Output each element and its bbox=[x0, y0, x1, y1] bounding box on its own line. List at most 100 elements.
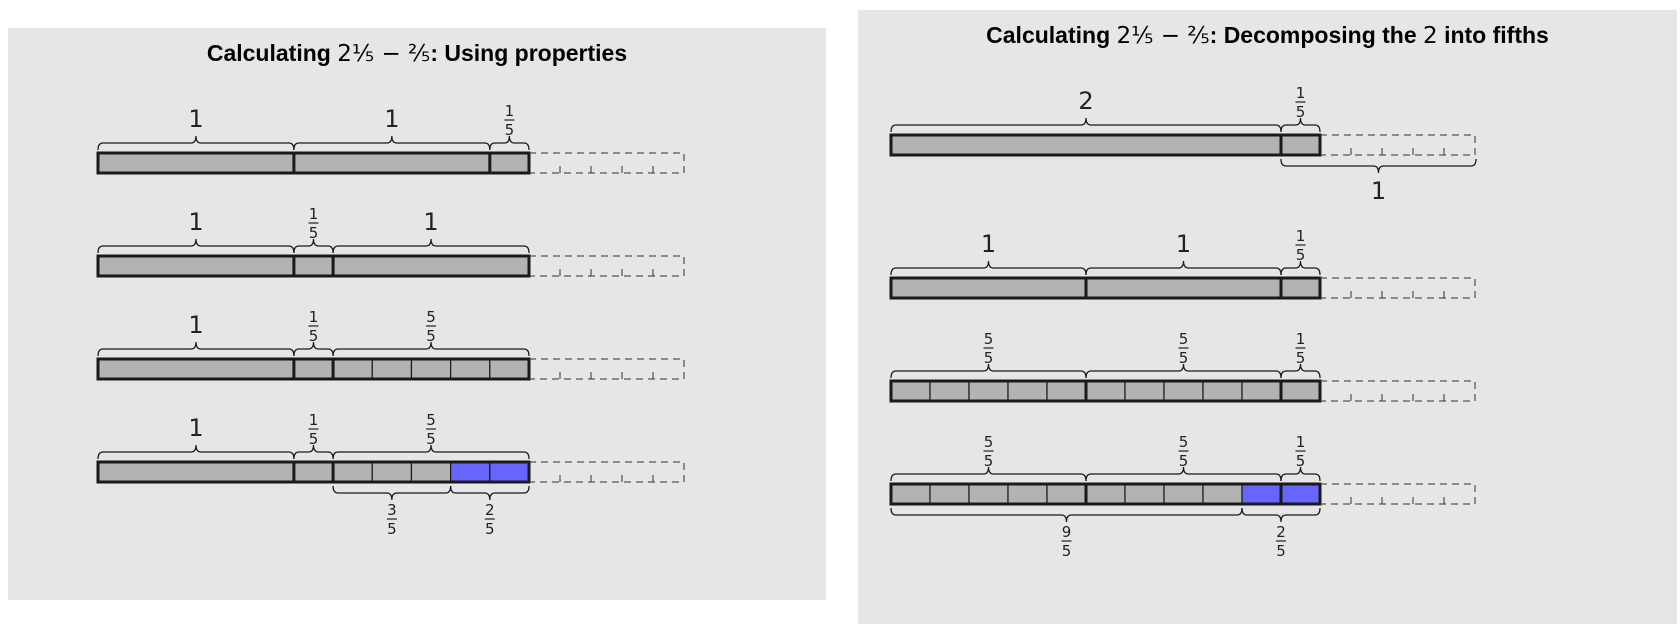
right_panel-row-4-top-brace-1 bbox=[890, 466, 1087, 482]
left_panel-row-4-bottom-brace-1 bbox=[332, 485, 452, 501]
left_panel-row-3-top-label-1: 1 bbox=[188, 311, 203, 339]
bar-cell bbox=[489, 358, 530, 380]
left_panel-row-4-top-label-1-text: 1 bbox=[188, 414, 203, 442]
right_panel-row-4-bottom-label-1-numerator: 9 bbox=[1062, 523, 1072, 541]
left-title-prefix: Calculating bbox=[206, 40, 331, 66]
bar-cell bbox=[1280, 380, 1321, 402]
left_panel-row-4-bottom-label-2-numerator: 2 bbox=[485, 501, 495, 519]
bar-outline bbox=[889, 482, 1322, 506]
dashed-extension bbox=[1320, 277, 1476, 299]
right-title-expression: 2⅕ − ⅖ bbox=[1116, 23, 1210, 49]
right_panel-row-3-top-label-3: 15 bbox=[1295, 330, 1306, 367]
left_panel-row-2-top-brace-3 bbox=[332, 238, 530, 254]
right_panel-row-2-top-label-1-text: 1 bbox=[981, 230, 996, 258]
bar-cell bbox=[890, 483, 931, 505]
bar-cell bbox=[1007, 483, 1048, 505]
bar-cell bbox=[929, 380, 970, 402]
right_panel-row-4-bottom-label-1: 95 bbox=[1061, 523, 1072, 560]
highlighted-cell bbox=[1241, 483, 1282, 505]
left_panel-row-4-bottom-label-2: 25 bbox=[484, 501, 495, 538]
right_panel-row-4-top-label-2-denominator: 5 bbox=[1179, 452, 1189, 470]
left_panel-row-4 bbox=[96, 460, 685, 484]
left_panel-row-3-top-label-1-text: 1 bbox=[188, 311, 203, 339]
right-panel-title: Calculating 2⅕ − ⅖: Decomposing the 2 in… bbox=[858, 22, 1677, 49]
left_panel-row-2-top-label-1: 1 bbox=[188, 208, 203, 236]
right_panel-row-1-top-label-2: 15 bbox=[1295, 84, 1306, 121]
highlighted-cell bbox=[1280, 483, 1321, 505]
bar-cell bbox=[293, 461, 334, 483]
bar-cell bbox=[1280, 277, 1321, 299]
dashed-extension bbox=[1320, 380, 1476, 402]
bar-cell bbox=[890, 134, 1282, 156]
left_panel-row-4-bottom-label-1-denominator: 5 bbox=[387, 520, 397, 538]
right_panel-row-4-top-label-1-denominator: 5 bbox=[984, 452, 994, 470]
bar-cell bbox=[97, 461, 295, 483]
left_panel-row-4-bottom-label-2-denominator: 5 bbox=[485, 520, 495, 538]
right_panel-row-4-top-label-1: 55 bbox=[983, 433, 994, 470]
left-title-suffix: : Using properties bbox=[430, 40, 628, 66]
dashed-extension bbox=[529, 358, 685, 380]
right_panel-row-4-bottom-label-1-denominator: 5 bbox=[1062, 542, 1072, 560]
bar-cell bbox=[332, 358, 373, 380]
left_panel-row-3-top-label-3-numerator: 5 bbox=[426, 308, 436, 326]
bar-cell bbox=[1202, 483, 1243, 505]
bar-cell bbox=[97, 358, 295, 380]
right_panel-row-3-top-brace-2 bbox=[1085, 363, 1282, 379]
right_panel-row-2-top-brace-1 bbox=[890, 260, 1087, 276]
right_panel-row-2-top-label-3-denominator: 5 bbox=[1296, 246, 1306, 264]
right_panel-row-2-top-label-3: 15 bbox=[1295, 227, 1306, 264]
left_panel-row-3-top-brace-3 bbox=[332, 341, 530, 357]
left_panel-row-1-top-label-1-text: 1 bbox=[188, 105, 203, 133]
right_panel-row-4-top-label-3: 15 bbox=[1295, 433, 1306, 470]
dashed-extension bbox=[1320, 483, 1476, 505]
bar-cell bbox=[410, 461, 452, 483]
right_panel-row-2-top-brace-3 bbox=[1280, 260, 1321, 276]
left-title-expression: 2⅕ − ⅖ bbox=[337, 41, 431, 67]
left_panel-row-4-top-brace-2 bbox=[293, 444, 334, 460]
left_panel-row-4-top-label-2-denominator: 5 bbox=[309, 430, 319, 448]
left_panel-row-1-top-label-3-denominator: 5 bbox=[505, 121, 515, 139]
left_panel-row-1-top-brace-1 bbox=[97, 135, 295, 151]
left_panel-row-2 bbox=[96, 254, 685, 278]
left_panel-row-1-top-brace-3 bbox=[489, 135, 530, 151]
right_panel-row-1-bottom-label-1-text: 1 bbox=[1371, 177, 1386, 205]
bar-cell bbox=[332, 255, 530, 277]
bar-cell bbox=[371, 461, 413, 483]
bar-cell bbox=[489, 152, 530, 174]
highlighted-cell bbox=[489, 461, 530, 483]
left_panel-row-1 bbox=[96, 151, 685, 175]
bar-cell bbox=[1124, 483, 1165, 505]
right_panel-row-2-top-label-1: 1 bbox=[981, 230, 996, 258]
right-title-number: 2 bbox=[1423, 23, 1438, 49]
bar-cell bbox=[1085, 277, 1282, 299]
bar-cell bbox=[890, 380, 931, 402]
right_panel-row-4-bottom-label-2: 25 bbox=[1276, 523, 1286, 560]
left-panel-title: Calculating 2⅕ − ⅖: Using properties bbox=[8, 40, 826, 67]
right_panel-row-2-top-label-2-text: 1 bbox=[1176, 230, 1191, 258]
bar-outline bbox=[96, 254, 531, 278]
right_panel-row-3-top-label-2-numerator: 5 bbox=[1179, 330, 1189, 348]
left-panel: Calculating 2⅕ − ⅖: Using properties 1 1 1… bbox=[8, 28, 826, 600]
right-panel: Calculating 2⅕ − ⅖: Decomposing the 2 in… bbox=[858, 10, 1677, 624]
bar-cell bbox=[1085, 483, 1126, 505]
right_panel-row-2 bbox=[889, 276, 1476, 300]
right_panel-row-1-top-label-1: 2 bbox=[1078, 87, 1093, 115]
dashed-extension bbox=[529, 152, 685, 174]
dashed-extension bbox=[529, 461, 685, 483]
right_panel-row-1-top-brace-1 bbox=[890, 117, 1282, 133]
left_panel-row-4-top-label-1: 1 bbox=[188, 414, 203, 442]
bar-cell bbox=[1280, 134, 1321, 156]
bar-cell bbox=[293, 152, 491, 174]
bar-cell bbox=[1046, 483, 1087, 505]
right-title-prefix: Calculating bbox=[986, 22, 1111, 48]
left_panel-row-3-top-label-3-denominator: 5 bbox=[426, 327, 436, 345]
right_panel-row-1-top-label-2-denominator: 5 bbox=[1296, 103, 1306, 121]
bar-cell bbox=[293, 255, 334, 277]
right_panel-row-3-top-label-1: 55 bbox=[983, 330, 994, 367]
left_panel-row-4-top-label-2-numerator: 1 bbox=[309, 411, 319, 429]
bar-cell bbox=[97, 255, 295, 277]
right_panel-row-2-top-brace-2 bbox=[1085, 260, 1282, 276]
right_panel-row-4-top-label-2-numerator: 5 bbox=[1179, 433, 1189, 451]
